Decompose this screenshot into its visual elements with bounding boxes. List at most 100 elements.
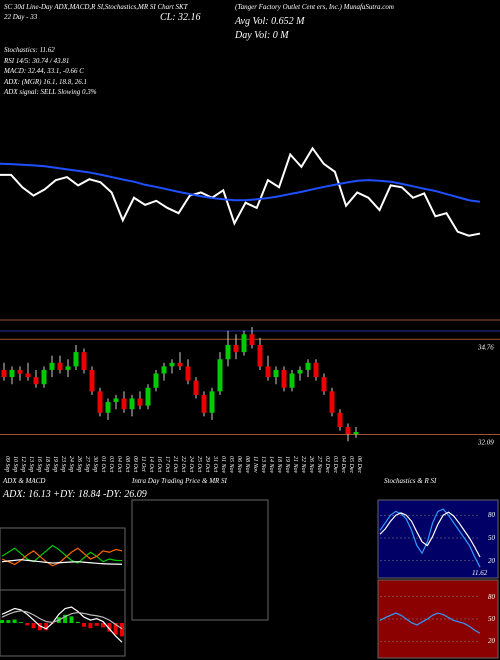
days: 22 Day - 33 xyxy=(4,13,38,21)
candle-body xyxy=(89,369,95,392)
panel xyxy=(0,589,126,657)
candle-body xyxy=(49,362,55,370)
histogram-bar xyxy=(37,623,42,631)
candle-body xyxy=(193,380,199,395)
candle-body xyxy=(305,362,311,370)
candle-body xyxy=(177,362,183,367)
histogram-bar xyxy=(0,620,4,623)
header-line: SC 30d Line-Day ADX,MACD,R SI,Stochastic… xyxy=(4,3,189,11)
rsi: RSI 14/5: 30.74 / 43.81 xyxy=(3,57,69,65)
x-tick-label: 10 Sep xyxy=(12,456,18,472)
panel-subtitle: ADX: 16.13 +DY: 18.84 -DY: 26.09 xyxy=(2,489,147,500)
candle-body xyxy=(185,366,191,381)
histogram-bar xyxy=(18,622,23,623)
histogram-bar xyxy=(63,614,68,623)
x-tick-label: 12 Sep xyxy=(20,456,26,472)
x-tick-label: 16 Sep xyxy=(36,456,42,472)
x-tick-label: 05 Dec xyxy=(348,456,354,473)
x-tick-label: 16 Oct xyxy=(156,456,162,472)
candle-body xyxy=(1,369,7,378)
histogram-bar xyxy=(69,616,74,623)
histogram-bar xyxy=(75,621,80,623)
candle-body xyxy=(241,334,247,353)
x-tick-label: 27 Nov xyxy=(316,456,322,474)
panel xyxy=(0,527,126,591)
histogram-bar xyxy=(88,623,93,629)
x-tick-label: 26 Nov xyxy=(308,456,314,474)
x-tick-label: 05 Nov xyxy=(228,456,234,474)
candle-body xyxy=(121,398,127,410)
candle-body xyxy=(225,344,231,360)
x-tick-label: 21 Oct xyxy=(172,456,178,472)
candle-body xyxy=(169,362,175,367)
series-line xyxy=(1,544,123,564)
series-line xyxy=(379,508,481,568)
candle-body xyxy=(233,344,239,353)
panel-title: Intra Day Trading Price & MR SI xyxy=(131,477,228,485)
candle-body xyxy=(65,366,71,370)
level-label: 32.09 xyxy=(477,439,494,447)
candle-body xyxy=(105,402,111,413)
x-tick-label: 03 Oct xyxy=(108,456,114,472)
x-tick-label: 25 Oct xyxy=(196,456,202,472)
series-line xyxy=(1,559,123,565)
candle-body xyxy=(17,369,23,374)
avg-vol: Avg Vol: 0.652 M xyxy=(234,16,305,27)
candle-body xyxy=(129,398,135,410)
candle-body xyxy=(249,334,255,345)
candle-body xyxy=(289,373,295,388)
x-tick-label: 29 Oct xyxy=(204,456,210,472)
annotation: 11.62 xyxy=(472,569,488,577)
panel-title: Stochastics & R SI xyxy=(384,477,437,485)
histogram-bar xyxy=(101,623,106,628)
x-tick-label: 08 Oct xyxy=(124,456,130,472)
series-line xyxy=(0,146,481,237)
y-tick-label: 50 xyxy=(488,615,496,623)
series-line xyxy=(1,610,123,630)
candle-body xyxy=(153,373,159,388)
x-tick-label: 06 Dec xyxy=(356,456,362,473)
x-tick-label: 14 Oct xyxy=(148,456,155,472)
y-tick-label: 80 xyxy=(488,593,496,601)
candle-body xyxy=(81,352,87,370)
series-line xyxy=(0,162,481,203)
histogram-bar xyxy=(44,623,49,631)
x-tick-label: 23 Sep xyxy=(60,456,66,472)
histogram-bar xyxy=(94,623,99,626)
x-tick-label: 06 Nov xyxy=(236,456,242,474)
candle-body xyxy=(345,427,351,435)
x-tick-label: 21 Nov xyxy=(292,456,298,474)
x-tick-label: 31 Oct xyxy=(212,455,218,472)
candle-body xyxy=(257,344,263,367)
candle-body xyxy=(25,373,31,378)
candle-body xyxy=(297,369,303,374)
x-tick-label: 19 Sep xyxy=(52,456,58,472)
x-tick-label: 30 Sep xyxy=(92,455,98,472)
x-tick-label: 11 Oct xyxy=(140,456,146,472)
histogram-bar xyxy=(107,623,112,632)
panel-title: ADX & MACD xyxy=(2,477,45,485)
candle-body xyxy=(329,391,335,413)
signal: ADX signal: SELL Slowing 0.3% xyxy=(3,88,97,96)
day-vol: Day Vol: 0 M xyxy=(234,30,289,41)
candle-body xyxy=(41,369,47,385)
macd: MACD: 32.44, 33.1, -0.66 C xyxy=(3,67,84,75)
x-tick-label: 19 Nov xyxy=(284,456,290,474)
panel xyxy=(131,499,269,621)
candle-body xyxy=(353,432,359,435)
x-tick-label: 14 Nov xyxy=(268,456,275,474)
x-tick-label: 01 Oct xyxy=(100,456,106,472)
x-tick-label: 18 Sep xyxy=(44,456,50,472)
x-tick-label: 09 Oct xyxy=(132,456,138,472)
histogram-bar xyxy=(120,623,124,637)
candle-body xyxy=(313,362,319,378)
histogram-bar xyxy=(113,623,118,635)
level-label: 34.76 xyxy=(477,343,494,351)
x-tick-label: 09 Sep xyxy=(4,456,10,472)
x-tick-label: 01 Nov xyxy=(220,456,226,474)
histogram-bar xyxy=(31,623,36,629)
candle-body xyxy=(217,359,223,392)
y-tick-label: 20 xyxy=(488,557,496,565)
candle-body xyxy=(161,366,167,374)
